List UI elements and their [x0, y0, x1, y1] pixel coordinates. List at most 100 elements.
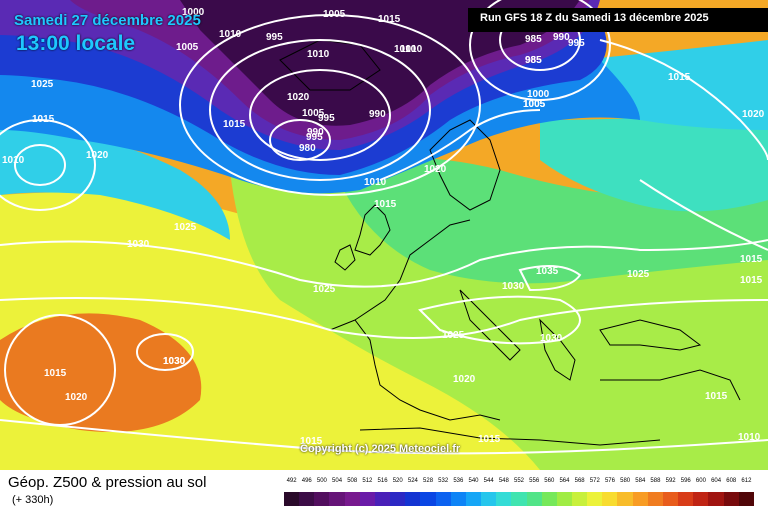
legend-swatch	[693, 492, 709, 506]
label-1015-af2: 1015	[300, 436, 323, 447]
label-1005-north: 1005	[523, 99, 546, 110]
legend-level-label: 608	[726, 478, 737, 484]
label-990-core: 995	[306, 132, 323, 143]
label-1030-balk: 1030	[540, 333, 563, 344]
legend-level-label: 532	[438, 478, 449, 484]
legend-swatch	[314, 492, 330, 506]
coastlines	[279, 39, 741, 446]
legend-swatch	[571, 492, 588, 506]
label-1015-af: 1015	[478, 434, 501, 445]
field-lime	[230, 170, 768, 470]
label-995: 995	[266, 32, 283, 43]
italy-coast	[459, 289, 521, 361]
black-sea-coast	[599, 319, 702, 351]
legend-level-label: 540	[468, 478, 479, 484]
label-1015-ne: 1015	[668, 72, 691, 83]
label-990-center: 990	[369, 109, 386, 120]
isobar-east-1015	[599, 39, 768, 161]
north-africa-coast	[359, 427, 661, 446]
france-coast	[354, 219, 471, 321]
isobar-1025	[0, 239, 768, 288]
label-1010-se: 1010	[738, 432, 761, 443]
isobar-1030-europe	[418, 295, 581, 345]
label-1005-top: 1005	[323, 9, 346, 20]
legend-level-label: 508	[347, 478, 358, 484]
legend-level-label: 524	[407, 478, 418, 484]
weather-map: 1000 1005 1010 995 1015 1005 1010 1020 1…	[0, 0, 768, 470]
label-1010-right: 1010	[394, 44, 417, 55]
label-1010-west: 1010	[2, 155, 25, 166]
legend-level-label: 556	[529, 478, 540, 484]
ireland-coast	[334, 244, 356, 271]
legend-level-label: 536	[453, 478, 464, 484]
legend-level-label: 612	[741, 478, 752, 484]
legend-level-label: 568	[574, 478, 585, 484]
legend-swatch	[602, 492, 618, 506]
legend-swatch	[420, 492, 436, 506]
label-985-north: 985	[525, 34, 542, 45]
label-1025-west: 1025	[31, 79, 54, 90]
legend-swatch	[678, 492, 694, 506]
legend-swatch	[496, 492, 512, 506]
legend-level-label: 516	[377, 478, 388, 484]
label-1005-n2: 1005	[523, 99, 546, 110]
legend-swatch	[723, 492, 739, 506]
field-green	[330, 156, 768, 284]
label-1020-nsea: 1020	[424, 164, 447, 175]
isobar-east-1020	[639, 179, 768, 251]
label-1020-sw: 1020	[65, 392, 88, 403]
legend-level-label: 600	[695, 478, 706, 484]
isobar-west-cell-2	[0, 119, 96, 211]
legend-level-label: 576	[604, 478, 615, 484]
legend-swatch	[405, 492, 421, 506]
isobar-low-north-2	[469, 0, 611, 101]
label-1000-north: 1000	[527, 89, 550, 100]
label-1015-channel: 1015	[374, 199, 397, 210]
legend-level-label: 492	[286, 478, 297, 484]
footer-bar: Géop. Z500 & pression au sol (+ 330h) 49…	[0, 470, 768, 512]
label-1025-it: 1025	[442, 330, 465, 341]
legend-swatch	[435, 492, 451, 506]
legend-swatch	[465, 492, 482, 506]
legend-swatch	[329, 492, 345, 506]
legend-swatch	[450, 492, 466, 506]
label-985-north-b: 985	[525, 55, 542, 66]
label-1010-mid: 1010	[307, 49, 330, 60]
label-1010-top-b: 1010	[400, 44, 423, 55]
legend-level-label: 584	[635, 478, 646, 484]
label-1005-center: 1005	[302, 108, 325, 119]
legend-level-label: 592	[665, 478, 676, 484]
label-1030-sw: 1030	[163, 356, 186, 367]
britain-coast	[354, 204, 391, 256]
legend-swatch	[617, 492, 633, 506]
label-1015-top: 1015	[378, 14, 401, 25]
legend-level-label: 564	[559, 478, 570, 484]
chart-title: Géop. Z500 & pression au sol	[8, 474, 207, 491]
legend-level-label: 548	[498, 478, 509, 484]
label-1020-west: 1020	[86, 150, 109, 161]
label-1030-atl: 1030	[127, 239, 150, 250]
legend-swatch	[374, 492, 391, 506]
legend-swatch	[344, 492, 360, 506]
isobar-1020	[0, 297, 768, 339]
label-995-center: 995	[318, 113, 335, 124]
legend-swatch	[632, 492, 648, 506]
legend-swatch	[390, 492, 406, 506]
forecast-date: Samedi 27 décembre 2025	[14, 12, 201, 29]
legend-swatch	[708, 492, 724, 506]
legend-level-label: 544	[483, 478, 494, 484]
legend-swatch	[556, 492, 572, 506]
label-1030-sw2: 1030	[163, 356, 186, 367]
label-1015-e1: 1015	[740, 254, 763, 265]
label-1020-ne: 1020	[742, 109, 765, 120]
isobar-1035	[518, 265, 582, 292]
field-dark-orange-southwest	[0, 313, 202, 432]
legend-level-label: 512	[362, 478, 373, 484]
legend-color-scale	[284, 492, 754, 506]
legend-level-label: 552	[513, 478, 525, 484]
legend-swatch	[662, 492, 679, 506]
isobar-1015	[0, 419, 768, 455]
isobar-low-core	[269, 119, 331, 161]
legend-labels: 492 496 500 504 508 512 516 520 524 528 532 536 540 5…	[284, 478, 754, 488]
copyright-notice: Copyright (c) 2025 Meteociel.fr	[300, 443, 461, 455]
